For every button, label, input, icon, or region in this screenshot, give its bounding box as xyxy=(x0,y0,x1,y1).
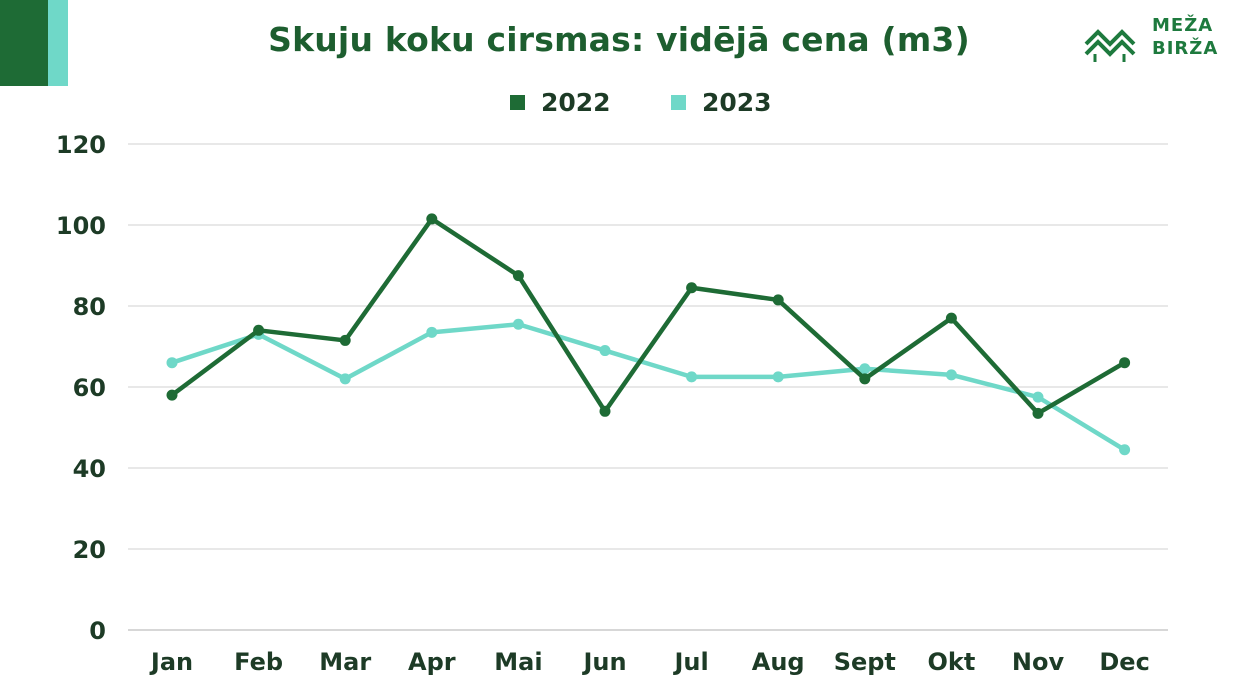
logo-line-1: MEŽA xyxy=(1152,15,1214,36)
corner-accent-light xyxy=(48,0,68,86)
point-2023-jan xyxy=(166,357,178,369)
point-2022-nov xyxy=(1032,407,1044,419)
point-2022-dec xyxy=(1119,357,1131,369)
logo-wordmark: MEŽA BIRŽA xyxy=(1152,14,1218,60)
x-tick-label-feb: Feb xyxy=(234,648,283,676)
y-tick-label-40: 40 xyxy=(73,455,106,483)
point-2022-jun xyxy=(599,405,611,417)
x-tick-label-okt: Okt xyxy=(927,648,975,676)
x-tick-label-nov: Nov xyxy=(1012,648,1065,676)
x-tick-label-dec: Dec xyxy=(1099,648,1149,676)
point-2022-okt xyxy=(945,312,957,324)
y-tick-label-0: 0 xyxy=(89,617,106,645)
legend-label-2023: 2023 xyxy=(702,88,772,117)
y-tick-label-100: 100 xyxy=(56,212,106,240)
legend-swatch-2022 xyxy=(510,95,525,110)
point-2022-feb xyxy=(253,324,265,336)
point-2022-mar xyxy=(339,334,351,346)
chart-title: Skuju koku cirsmas: vidējā cena (m3) xyxy=(268,20,970,59)
legend-item-2023: 2023 xyxy=(671,88,772,117)
point-2023-sept xyxy=(859,363,871,375)
point-2022-apr xyxy=(426,213,438,225)
legend-label-2022: 2022 xyxy=(541,88,611,117)
point-2022-sept xyxy=(859,373,871,385)
point-2022-mai xyxy=(512,270,524,282)
x-tick-label-jul: Jul xyxy=(672,648,708,676)
point-2023-apr xyxy=(426,326,438,338)
x-tick-label-mar: Mar xyxy=(319,648,371,676)
y-tick-label-20: 20 xyxy=(73,536,106,564)
point-2023-jul xyxy=(686,371,698,383)
y-tick-label-80: 80 xyxy=(73,293,106,321)
series-line-2022 xyxy=(169,216,1127,416)
legend-swatch-2023 xyxy=(671,95,686,110)
point-2022-jan xyxy=(166,389,178,401)
point-2022-jul xyxy=(686,282,698,294)
logo-line-2: BIRŽA xyxy=(1152,38,1219,59)
point-2022-aug xyxy=(772,294,784,306)
y-tick-label-120: 120 xyxy=(56,131,106,159)
point-2023-jun xyxy=(599,345,611,357)
x-tick-label-apr: Apr xyxy=(408,648,456,676)
series-line-2023 xyxy=(169,321,1127,453)
legend: 2022 2023 xyxy=(0,88,1238,124)
forest-logo-icon xyxy=(1084,29,1136,62)
x-tick-label-aug: Aug xyxy=(752,648,805,676)
x-tick-label-jun: Jun xyxy=(581,648,626,676)
point-2023-mai xyxy=(512,318,524,330)
x-tick-label-jan: Jan xyxy=(149,648,193,676)
point-2023-okt xyxy=(945,369,957,381)
point-2023-mar xyxy=(339,373,351,385)
y-tick-label-60: 60 xyxy=(73,374,106,402)
point-2023-aug xyxy=(772,371,784,383)
corner-accent-dark xyxy=(0,0,48,86)
x-tick-label-sept: Sept xyxy=(834,648,896,676)
legend-item-2022: 2022 xyxy=(510,88,611,117)
x-tick-label-mai: Mai xyxy=(494,648,542,676)
point-2023-dec xyxy=(1119,444,1131,456)
point-2023-nov xyxy=(1032,391,1044,403)
